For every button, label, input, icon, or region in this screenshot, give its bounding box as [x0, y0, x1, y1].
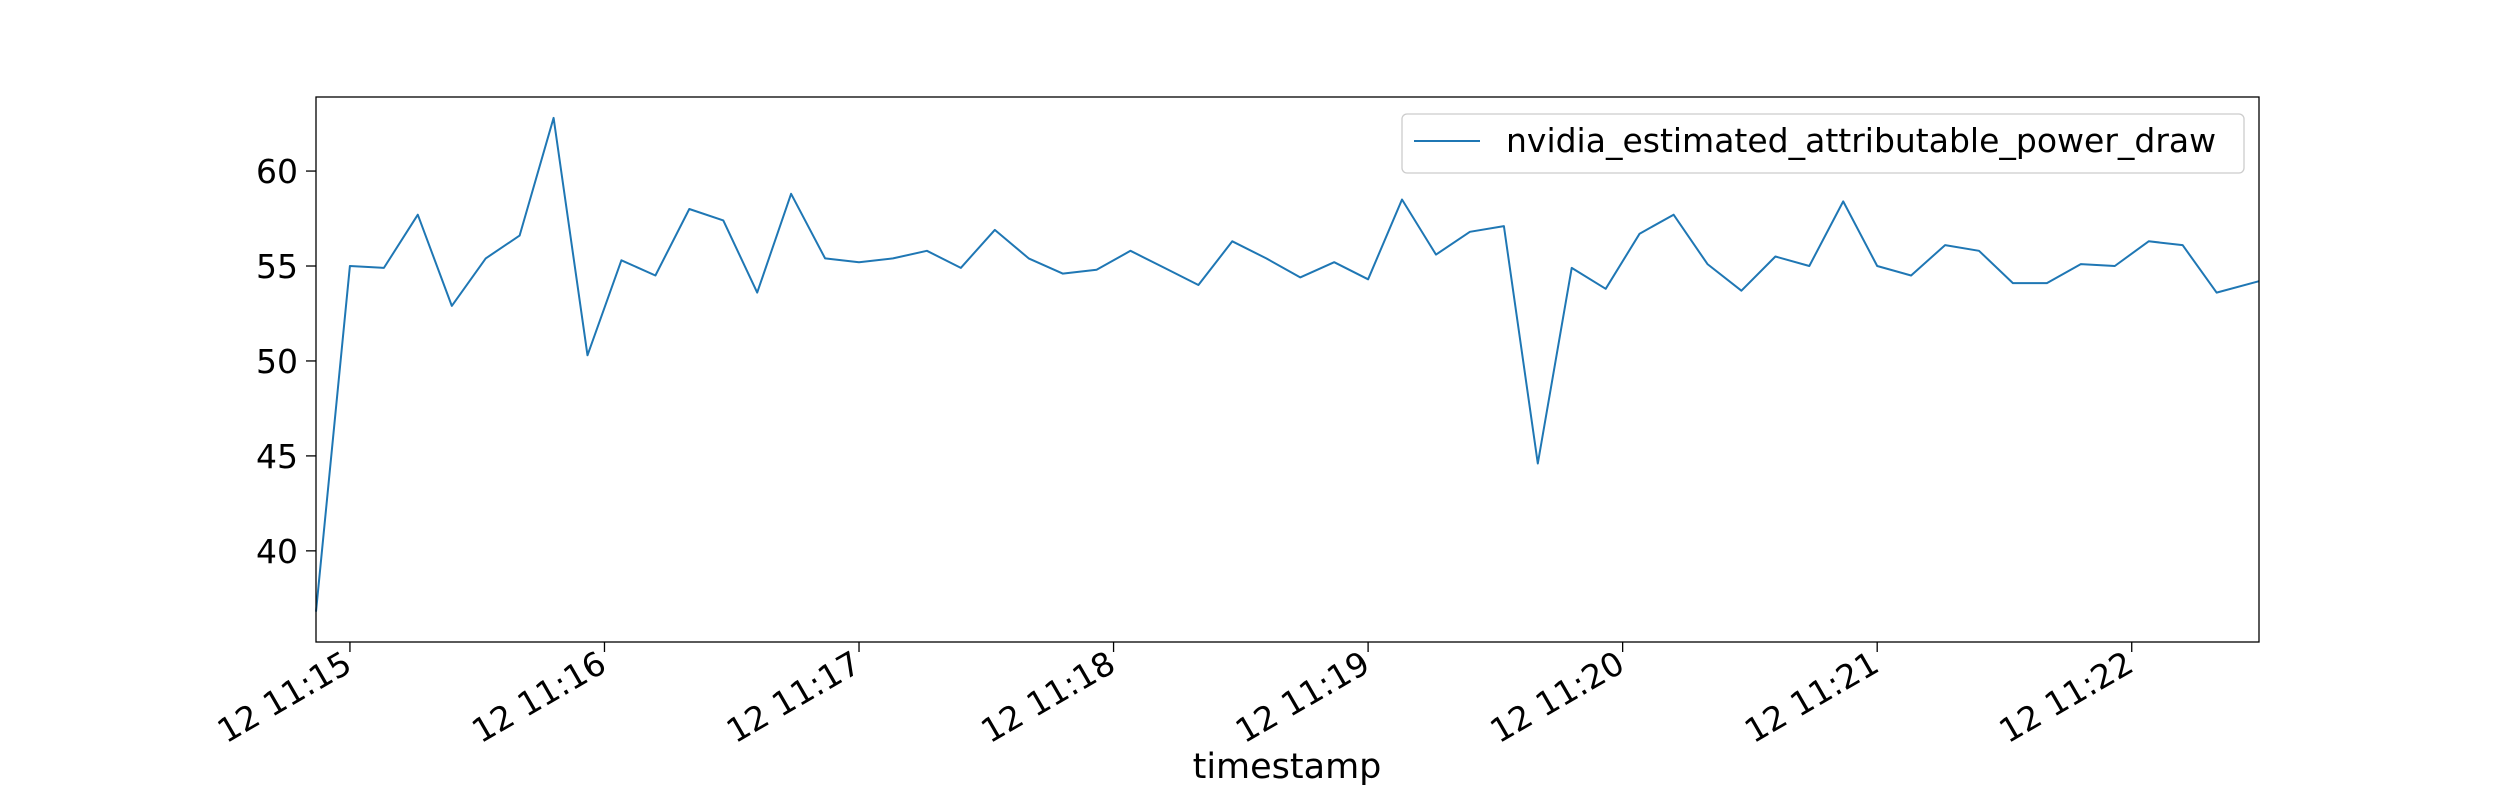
y-tick-label: 60 [256, 152, 298, 191]
data-point [1062, 273, 1064, 275]
y-axis: 40 45 50 55 60 [256, 152, 316, 571]
data-point [756, 292, 758, 294]
data-point [926, 250, 928, 252]
data-point [620, 259, 622, 261]
data-point [349, 265, 351, 267]
y-tick-label: 40 [256, 532, 298, 571]
data-point [1605, 288, 1607, 290]
data-point [1571, 267, 1573, 269]
data-point [960, 267, 962, 269]
data-point [417, 214, 419, 216]
legend: nvidia_estimated_attributable_power_draw [1401, 113, 2245, 174]
legend-box [1401, 113, 2245, 174]
x-axis-label: timestamp [1193, 747, 1382, 787]
data-point [519, 235, 521, 237]
data-point [2216, 292, 2218, 294]
data-point [2080, 263, 2082, 265]
plot-frame [315, 96, 2260, 643]
data-point [2012, 282, 2014, 284]
data-point [1944, 244, 1946, 246]
data-point [1231, 240, 1233, 242]
data-point [994, 229, 996, 231]
data-point [2114, 265, 2116, 267]
y-tick-label: 50 [256, 342, 298, 381]
data-point [383, 267, 385, 269]
data-point [2046, 282, 2048, 284]
data-point [858, 261, 860, 263]
data-point [1469, 231, 1471, 233]
data-point [1808, 265, 1810, 267]
data-point [451, 305, 453, 307]
series-layer [315, 116, 2260, 612]
data-point [1435, 254, 1437, 256]
data-point [1096, 269, 1098, 271]
data-point [1978, 250, 1980, 252]
data-point [654, 275, 656, 277]
data-point [1876, 265, 1878, 267]
data-point [1537, 463, 1539, 465]
data-point [1333, 261, 1335, 263]
legend-label: nvidia_estimated_attributable_power_draw [1506, 121, 2216, 160]
y-tick-label: 45 [256, 437, 298, 476]
data-point [722, 219, 724, 221]
data-point [2148, 240, 2150, 242]
data-point [892, 257, 894, 259]
data-point [1401, 199, 1403, 201]
y-tick-label: 55 [256, 247, 298, 286]
data-point [1130, 250, 1132, 252]
data-point [2182, 244, 2184, 246]
data-point [1842, 200, 1844, 202]
data-point [824, 257, 826, 259]
data-point [1910, 275, 1912, 277]
data-point [1774, 256, 1776, 258]
data-point [1028, 257, 1030, 259]
data-point [688, 208, 690, 210]
data-point [1707, 263, 1709, 265]
series-line [315, 116, 2260, 612]
data-point [1503, 225, 1505, 227]
data-point [587, 354, 589, 356]
data-point [1164, 267, 1166, 269]
data-point [485, 257, 487, 259]
data-point [553, 117, 555, 119]
data-point [1740, 290, 1742, 292]
data-point [1367, 278, 1369, 280]
data-point [1299, 276, 1301, 278]
data-point [790, 193, 792, 195]
data-point [1639, 233, 1641, 235]
data-point [1673, 214, 1675, 216]
data-point [1197, 284, 1199, 286]
data-point [1265, 257, 1267, 259]
